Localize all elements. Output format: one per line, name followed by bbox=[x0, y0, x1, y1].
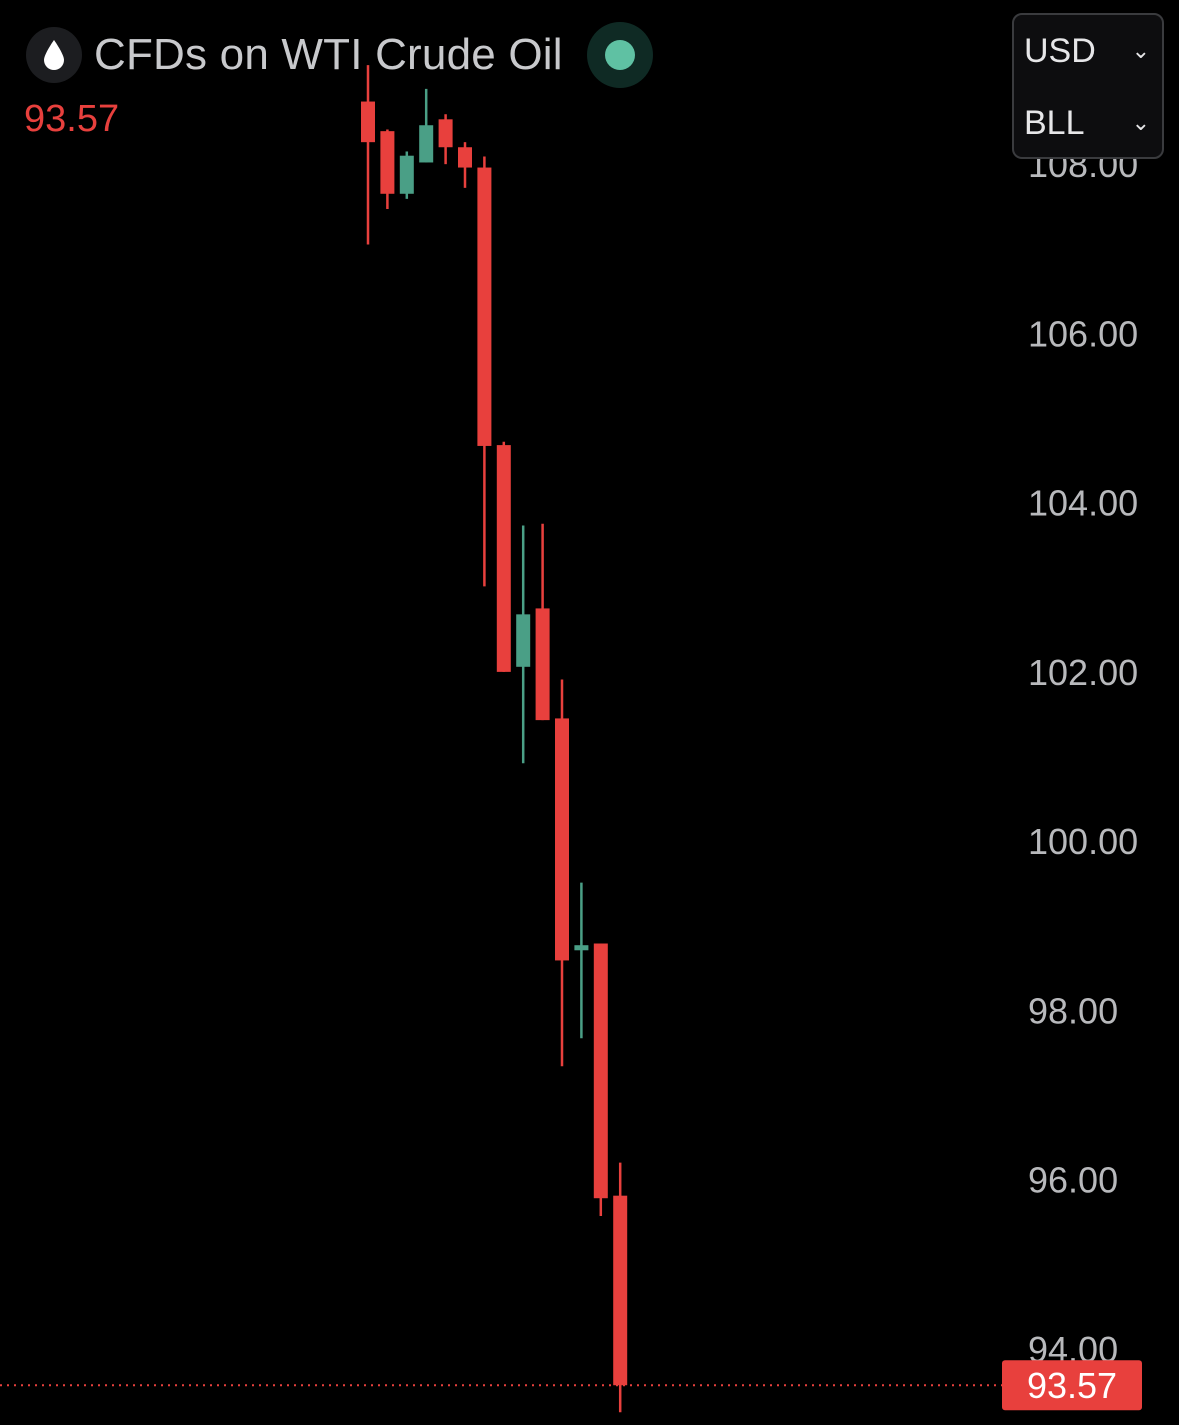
current-price-label: 93.57 bbox=[1027, 1365, 1117, 1406]
candle-body-down bbox=[593, 943, 608, 1199]
market-status-icon bbox=[586, 22, 653, 88]
symbol-header: CFDs on WTI Crude Oil bbox=[26, 22, 653, 88]
candle-body-down bbox=[458, 147, 472, 168]
oil-drop-icon bbox=[26, 27, 82, 83]
y-tick-label: 100.00 bbox=[1028, 821, 1138, 862]
y-tick-label: 106.00 bbox=[1028, 313, 1138, 354]
candle-body-down bbox=[613, 1195, 628, 1386]
candle-body-up bbox=[419, 125, 434, 163]
candle-body-up bbox=[516, 614, 531, 667]
unit-label: BLL bbox=[1024, 103, 1085, 142]
symbol-title[interactable]: CFDs on WTI Crude Oil bbox=[94, 30, 563, 79]
y-tick-label: 102.00 bbox=[1028, 652, 1138, 693]
current-price-badge bbox=[1002, 1360, 1142, 1411]
candle-body-down bbox=[535, 608, 550, 721]
candle-body-down bbox=[380, 131, 395, 194]
y-tick-label: 104.00 bbox=[1028, 483, 1138, 524]
chevron-down-icon: ⌄ bbox=[1131, 110, 1150, 135]
last-price: 93.57 bbox=[24, 98, 120, 140]
chevron-down-icon: ⌄ bbox=[1131, 38, 1150, 63]
y-tick-label: 96.00 bbox=[1028, 1160, 1118, 1201]
candle-body-down bbox=[477, 167, 492, 446]
candle-body-down bbox=[555, 718, 569, 961]
candle-body-down bbox=[438, 119, 453, 148]
candle-body-down bbox=[361, 101, 375, 143]
candle-body-up bbox=[574, 945, 589, 951]
currency-dropdown[interactable]: USD ⌄ bbox=[1014, 15, 1162, 87]
unit-selector: USD ⌄ BLL ⌄ bbox=[1012, 13, 1164, 159]
candle-body-up bbox=[399, 155, 414, 194]
unit-dropdown[interactable]: BLL ⌄ bbox=[1014, 87, 1162, 159]
currency-label: USD bbox=[1024, 31, 1096, 70]
y-tick-label: 98.00 bbox=[1028, 990, 1118, 1031]
candle-body-down bbox=[496, 445, 511, 672]
